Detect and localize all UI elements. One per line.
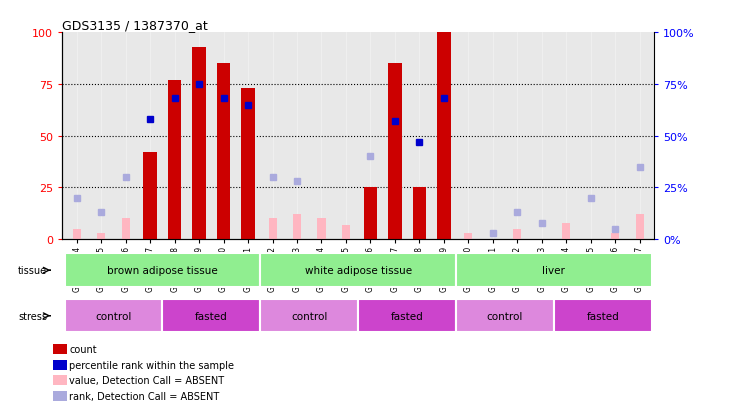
Bar [260,254,456,287]
Bar [342,225,350,240]
Bar [388,64,401,240]
Bar [192,47,206,240]
Bar [464,233,472,240]
Text: tissue: tissue [18,266,48,275]
Bar [143,153,157,240]
Bar [73,229,81,240]
Bar [554,299,652,333]
Text: value, Detection Call = ABSENT: value, Detection Call = ABSENT [69,375,224,385]
Text: stress: stress [18,311,48,321]
Bar [513,229,521,240]
Bar [268,219,276,240]
Text: percentile rank within the sample: percentile rank within the sample [69,360,235,370]
Bar [97,233,105,240]
Text: liver: liver [542,266,565,275]
Bar [412,188,426,240]
Bar [456,299,554,333]
Text: control: control [95,311,132,321]
Bar [562,223,570,240]
Text: GDS3135 / 1387370_at: GDS3135 / 1387370_at [62,19,208,32]
Bar [260,299,358,333]
Bar [122,219,130,240]
Bar [293,215,301,240]
Text: count: count [69,344,97,354]
Text: fasted: fasted [195,311,228,321]
Bar [241,89,255,240]
Text: rank, Detection Call = ABSENT: rank, Detection Call = ABSENT [69,391,220,401]
Text: control: control [487,311,523,321]
Bar [64,254,260,287]
Text: fasted: fasted [391,311,423,321]
Bar [635,215,643,240]
Bar [611,233,619,240]
Text: fasted: fasted [586,311,619,321]
Text: white adipose tissue: white adipose tissue [305,266,412,275]
Bar [456,254,652,287]
Bar [64,299,162,333]
Bar [217,64,230,240]
Bar [168,81,181,240]
Bar [162,299,260,333]
Bar [317,219,325,240]
Text: control: control [291,311,327,321]
Text: brown adipose tissue: brown adipose tissue [107,266,218,275]
Bar [364,188,377,240]
Bar [358,299,456,333]
Bar [437,33,450,240]
